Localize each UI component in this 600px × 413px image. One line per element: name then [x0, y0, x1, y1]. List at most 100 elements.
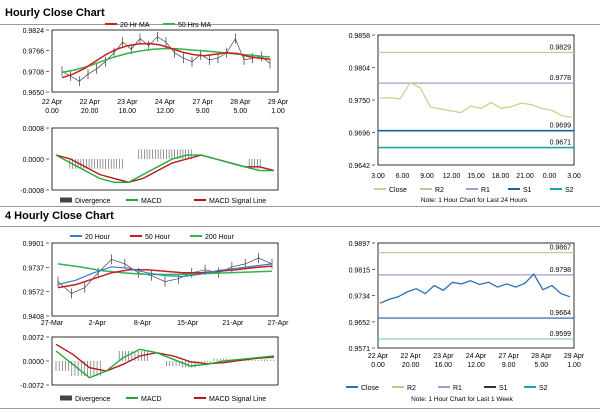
hourly-right-xlabel-7: 0.00: [543, 173, 557, 180]
hourly-right-legend-label-1: R2: [435, 187, 444, 194]
hourly-macd-line: [55, 154, 274, 184]
four-right-xlabel-3-date: 24 Apr: [466, 353, 487, 360]
hourly-top-rule: [0, 24, 600, 25]
hourly-price-ylabel-3: 0.9650: [23, 90, 45, 97]
four-macd-ylabel-0: 0.0072: [23, 335, 45, 342]
four-right-xlabel-5-time: 5.00: [535, 362, 549, 369]
hourly-level-label-0: 0.9829: [550, 44, 572, 51]
hourly-right-xlabel-3: 12.00: [443, 173, 461, 180]
four-right-frame: [377, 242, 575, 349]
hourly-price-xlabel-2-time: 16.00: [119, 108, 137, 115]
four-right-xlabel-4-time: 9.00: [502, 362, 516, 369]
four-price-frame: [51, 242, 279, 317]
hourly-price-xlabel-3-time: 12.00: [156, 108, 174, 115]
four-price-ylabel-1: 0.9737: [23, 265, 45, 272]
hourly-right-xlabel-8: 3.00: [567, 173, 581, 180]
four-price-ylabel-0: 0.9901: [23, 241, 45, 248]
hourly-macd-legend-label-0: Divergence: [75, 198, 111, 205]
hourly-right-xlabel-2: 9.00: [420, 173, 434, 180]
hourly-level-label-1: 0.9778: [550, 75, 572, 82]
hourly-level-label-2: 0.9699: [550, 123, 572, 130]
hourly-right-ylabel-0: 0.9858: [349, 33, 371, 40]
four-price-ylabel-3: 0.9408: [23, 314, 45, 321]
hourly-signal-line: [55, 154, 275, 184]
four-price-legend-label-0: 20 Hour: [85, 234, 111, 241]
four-macd-ylabel-2: -0.0072: [20, 383, 44, 390]
four-right-legend-label-0: Close: [361, 385, 379, 392]
four-ma200-line: [57, 263, 273, 276]
four-right-xlabel-1-date: 22 Apr: [401, 353, 422, 360]
four-ma20-line: [57, 263, 273, 286]
hourly-price-ylabel-2: 0.9708: [23, 69, 45, 76]
hourly-section-title: Hourly Close Chart: [5, 7, 105, 19]
hourly-ma20-line: [61, 42, 271, 79]
four-price-xlabel-1: 2-Apr: [89, 320, 107, 327]
hourly-price-ylabel-0: 0.9824: [23, 28, 45, 35]
four-right-xlabel-2-date: 23 Apr: [433, 353, 454, 360]
four-macd-line: [55, 348, 275, 379]
four-right-legend-label-1: R2: [407, 385, 416, 392]
hourly-price-xlabel-3-date: 24 Apr: [155, 99, 176, 106]
hourly-price-xlabel-6-date: 29 Apr: [268, 99, 289, 106]
four-level-label-1: 0.9798: [550, 267, 572, 274]
four-right-ylabel-0: 0.9897: [349, 241, 371, 248]
hourly-right-legend-label-0: Close: [389, 187, 407, 194]
hourly-price-frame: [51, 29, 279, 93]
hourly-price-legend-label-0: 20 Hr MA: [120, 22, 150, 29]
four-level-label-3: 0.9599: [550, 331, 572, 338]
four-level-label-2: 0.9664: [550, 310, 572, 317]
hourly-macd-ylabel-0: 0.0008: [23, 126, 45, 133]
hourly-price-xlabel-6-time: 1.00: [271, 108, 285, 115]
four-macd-legend-label-0: Divergence: [75, 396, 111, 403]
hourly-right-xlabel-1: 6.00: [396, 173, 410, 180]
four-price-legend-label-2: 200 Hour: [205, 234, 234, 241]
four-price-xlabel-5: 27-Apr: [267, 320, 289, 327]
hourly-right-note: Note: 1 Hour Chart for Last 24 Hours: [421, 197, 528, 204]
section-divider: [0, 206, 600, 207]
hourly-price-xlabel-5-date: 28 Apr: [230, 99, 251, 106]
four-right-ylabel-3: 0.9652: [349, 320, 371, 327]
hourly-right-legend-label-3: S1: [523, 187, 532, 194]
hourly-macd-legend-label-2: MACD Signal Line: [209, 198, 266, 205]
hourly-level-label-3: 0.9671: [550, 140, 572, 147]
four-right-ylabel-1: 0.9815: [349, 267, 371, 274]
four-hourly-top-rule: [0, 226, 600, 227]
four-macd-legend-label-1: MACD: [141, 396, 162, 403]
four-price-xlabel-0: 27-Mar: [41, 320, 64, 327]
hourly-macd-ylabel-1: 0.0000: [23, 157, 45, 164]
hourly-price-xlabel-0-date: 22 Apr: [42, 99, 63, 106]
four-right-xlabel-0-time: 0.00: [371, 362, 385, 369]
hourly-price-xlabel-4-date: 27 Apr: [193, 99, 214, 106]
four-right-legend-label-4: S2: [539, 385, 548, 392]
four-price-xlabel-3: 15-Apr: [177, 320, 199, 327]
four-level-label-0: 0.9867: [550, 245, 572, 252]
hourly-price-ylabel-1: 0.9766: [23, 49, 45, 56]
bottom-rule: [0, 408, 600, 409]
four-right-xlabel-6-time: 1.00: [567, 362, 581, 369]
hourly-macd-ylabel-2: -0.0008: [20, 188, 44, 195]
hourly-price-xlabel-2-date: 23 Apr: [117, 99, 138, 106]
four-right-xlabel-3-time: 12.00: [467, 362, 485, 369]
hourly-right-xlabel-4: 15.00: [467, 173, 485, 180]
hourly-right-frame: [377, 34, 575, 166]
four-hourly-section-title: 4 Hourly Close Chart: [5, 210, 114, 222]
four-macd-ylabel-1: 0.0000: [23, 359, 45, 366]
hourly-price-xlabel-4-time: 9.00: [196, 108, 210, 115]
four-macd-frame: [51, 336, 279, 386]
hourly-macd-frame: [51, 127, 279, 191]
four-ma50-line: [57, 265, 273, 289]
hourly-right-ylabel-3: 0.9696: [349, 131, 371, 138]
four-price-line: [57, 257, 273, 294]
four-right-legend-label-2: R1: [453, 385, 462, 392]
four-right-ylabel-4: 0.9571: [349, 346, 371, 353]
hourly-price-xlabel-1-time: 20.00: [81, 108, 99, 115]
hourly-price-legend-label-1: 50 Hrs MA: [178, 22, 211, 29]
four-close-line: [379, 273, 571, 304]
four-right-ylabel-2: 0.9734: [349, 294, 371, 301]
four-price-legend-label-1: 50 Hour: [145, 234, 171, 241]
hourly-right-xlabel-0: 3.00: [371, 173, 385, 180]
hourly-right-legend-label-2: R1: [481, 187, 490, 194]
hourly-ma50-line: [61, 47, 271, 74]
four-right-xlabel-2-time: 16.00: [435, 362, 453, 369]
